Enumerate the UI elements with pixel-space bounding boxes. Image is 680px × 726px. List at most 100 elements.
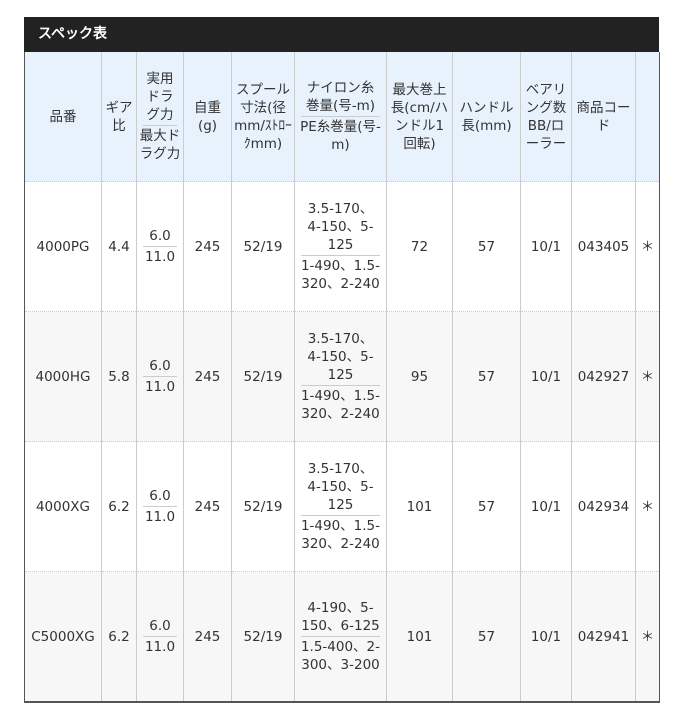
- cell-spool: 52/19: [243, 238, 283, 255]
- cell-pe: 1-490、1.5-320、2-240: [300, 518, 381, 552]
- cell-line-wrap: 3.5-170、4-150、5-125 1-490、1.5-320、2-240: [294, 311, 387, 442]
- cell-bearing: 10/1: [530, 628, 562, 645]
- cell-code-wrap: 042927: [571, 311, 636, 442]
- cell-pe: 1-490、1.5-320、2-240: [300, 258, 381, 292]
- cell-retrieve-wrap: 72: [386, 181, 453, 312]
- cell-retrieve-wrap: 101: [386, 441, 453, 572]
- cell-retrieve: 95: [410, 368, 429, 385]
- cell-gear-wrap: 6.2: [101, 441, 137, 572]
- header-row: 品番 ギア比 実用ドラグ力 最大ドラグ力 自重(g) スプール寸法(径mm/ｽﾄ…: [24, 52, 660, 182]
- cell-drag-max: 11.0: [144, 249, 176, 265]
- cell-spool-wrap: 52/19: [231, 181, 295, 312]
- cell-mark: ＊: [640, 628, 655, 645]
- cell-handle: 57: [477, 238, 496, 255]
- cell-gear-wrap: 5.8: [101, 311, 137, 442]
- table-row: C5000XG 6.2 6.0 11.0 245 52/19 4-190、5-150、6-1…: [24, 571, 660, 702]
- cell-spool-wrap: 52/19: [231, 441, 295, 572]
- cell-weight: 245: [194, 238, 221, 255]
- header-code: 商品コード: [571, 52, 636, 182]
- cell-drag-wrap: 6.0 11.0: [136, 311, 184, 442]
- cell-model-wrap: 4000PG: [24, 181, 102, 312]
- cell-mark: ＊: [640, 238, 655, 255]
- cell-bearing-wrap: 10/1: [520, 441, 572, 572]
- header-drag: 実用ドラグ力 最大ドラグ力: [136, 52, 184, 182]
- cell-drag-max: 11.0: [144, 379, 176, 395]
- cell-spool: 52/19: [243, 628, 283, 645]
- cell-nylon: 3.5-170、4-150、5-125: [301, 330, 380, 386]
- cell-code: 043405: [577, 238, 630, 255]
- cell-model: C5000XG: [31, 628, 95, 645]
- header-retrieve: 最大巻上長(cm/ハンドル1回転): [386, 52, 453, 182]
- cell-retrieve: 101: [406, 628, 433, 645]
- cell-retrieve-wrap: 101: [386, 571, 453, 702]
- cell-retrieve: 101: [406, 498, 433, 515]
- cell-weight-wrap: 245: [183, 441, 232, 572]
- cell-model-wrap: 4000XG: [24, 441, 102, 572]
- header-pe: PE糸巻量(号-m): [300, 119, 381, 153]
- table-row: 4000XG 6.2 6.0 11.0 245 52/19 3.5-170、4-150、5-…: [24, 441, 660, 572]
- cell-spool-wrap: 52/19: [231, 311, 295, 442]
- header-bearing: ベアリング数BB/ローラー: [520, 52, 572, 182]
- cell-line-wrap: 3.5-170、4-150、5-125 1-490、1.5-320、2-240: [294, 441, 387, 572]
- cell-drag-practical: 6.0: [143, 227, 177, 247]
- cell-mark-wrap: ＊: [635, 181, 660, 312]
- header-mark: [635, 52, 660, 182]
- cell-drag-wrap: 6.0 11.0: [136, 441, 184, 572]
- cell-handle: 57: [477, 368, 496, 385]
- cell-code: 042941: [577, 628, 630, 645]
- cell-model: 4000XG: [35, 498, 91, 515]
- cell-weight: 245: [194, 498, 221, 515]
- cell-model: 4000PG: [36, 238, 90, 255]
- cell-gear: 6.2: [108, 628, 130, 645]
- cell-weight-wrap: 245: [183, 571, 232, 702]
- cell-weight-wrap: 245: [183, 311, 232, 442]
- cell-line-wrap: 3.5-170、4-150、5-125 1-490、1.5-320、2-240: [294, 181, 387, 312]
- cell-mark: ＊: [640, 368, 655, 385]
- cell-handle-wrap: 57: [452, 181, 521, 312]
- spec-table: 品番 ギア比 実用ドラグ力 最大ドラグ力 自重(g) スプール寸法(径mm/ｽﾄ…: [24, 52, 660, 703]
- cell-mark-wrap: ＊: [635, 441, 660, 572]
- cell-handle-wrap: 57: [452, 571, 521, 702]
- cell-handle: 57: [477, 628, 496, 645]
- header-line: ナイロン糸巻量(号-m) PE糸巻量(号-m): [294, 52, 387, 182]
- table-row: 4000PG 4.4 6.0 11.0 245 52/19 3.5-170、4-150、5-…: [24, 181, 660, 312]
- cell-gear: 6.2: [108, 498, 130, 515]
- header-nylon: ナイロン糸巻量(号-m): [301, 79, 380, 117]
- cell-code-wrap: 042934: [571, 441, 636, 572]
- cell-model-wrap: 4000HG: [24, 311, 102, 442]
- cell-weight: 245: [194, 368, 221, 385]
- cell-spool: 52/19: [243, 498, 283, 515]
- spec-table-panel: スペック表 品番 ギア比 実用ドラグ力 最大ドラグ力 自重(g) スプール寸法(…: [24, 17, 660, 703]
- cell-retrieve: 72: [410, 238, 429, 255]
- cell-handle: 57: [477, 498, 496, 515]
- cell-mark-wrap: ＊: [635, 571, 660, 702]
- cell-nylon: 4-190、5-150、6-125: [301, 599, 380, 637]
- cell-model-wrap: C5000XG: [24, 571, 102, 702]
- cell-bearing: 10/1: [530, 498, 562, 515]
- cell-pe: 1.5-400、2-300、3-200: [300, 639, 381, 673]
- cell-nylon: 3.5-170、4-150、5-125: [301, 200, 380, 256]
- header-drag-max: 最大ドラグ力: [139, 128, 181, 162]
- cell-gear-wrap: 6.2: [101, 571, 137, 702]
- cell-retrieve-wrap: 95: [386, 311, 453, 442]
- cell-spool-wrap: 52/19: [231, 571, 295, 702]
- header-handle: ハンドル長(mm): [452, 52, 521, 182]
- cell-line-wrap: 4-190、5-150、6-125 1.5-400、2-300、3-200: [294, 571, 387, 702]
- cell-drag-practical: 6.0: [143, 357, 177, 377]
- cell-pe: 1-490、1.5-320、2-240: [300, 388, 381, 422]
- header-spool: スプール寸法(径mm/ｽﾄﾛｰｸmm): [231, 52, 295, 182]
- cell-bearing-wrap: 10/1: [520, 571, 572, 702]
- header-drag-practical: 実用ドラグ力: [143, 70, 177, 126]
- cell-code: 042934: [577, 498, 630, 515]
- cell-code-wrap: 043405: [571, 181, 636, 312]
- cell-bearing-wrap: 10/1: [520, 311, 572, 442]
- cell-bearing: 10/1: [530, 368, 562, 385]
- cell-code: 042927: [577, 368, 630, 385]
- cell-model: 4000HG: [35, 368, 91, 385]
- cell-drag-max: 11.0: [144, 639, 176, 655]
- cell-code-wrap: 042941: [571, 571, 636, 702]
- cell-drag-wrap: 6.0 11.0: [136, 571, 184, 702]
- cell-gear-wrap: 4.4: [101, 181, 137, 312]
- header-weight: 自重(g): [183, 52, 232, 182]
- cell-drag-wrap: 6.0 11.0: [136, 181, 184, 312]
